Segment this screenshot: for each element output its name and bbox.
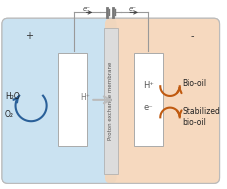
Text: e⁻: e⁻	[128, 5, 136, 12]
Text: Stabilized
bio-oil: Stabilized bio-oil	[182, 107, 220, 127]
Text: H⁺: H⁺	[143, 81, 153, 90]
Text: Bio-oil: Bio-oil	[182, 79, 206, 88]
Text: O₂: O₂	[5, 110, 14, 119]
Bar	[104, 28, 117, 174]
FancyBboxPatch shape	[104, 18, 219, 183]
Text: Proton exchange membrane: Proton exchange membrane	[108, 62, 113, 140]
Text: -: -	[190, 31, 193, 41]
Text: e⁻: e⁻	[143, 103, 153, 112]
FancyBboxPatch shape	[2, 18, 219, 183]
FancyBboxPatch shape	[2, 18, 116, 183]
Text: H₂O: H₂O	[5, 92, 20, 101]
Text: H⁺: H⁺	[80, 93, 90, 102]
Bar	[58, 53, 87, 146]
Bar	[133, 53, 163, 146]
Text: e⁻: e⁻	[82, 5, 90, 12]
Text: +: +	[25, 31, 33, 41]
